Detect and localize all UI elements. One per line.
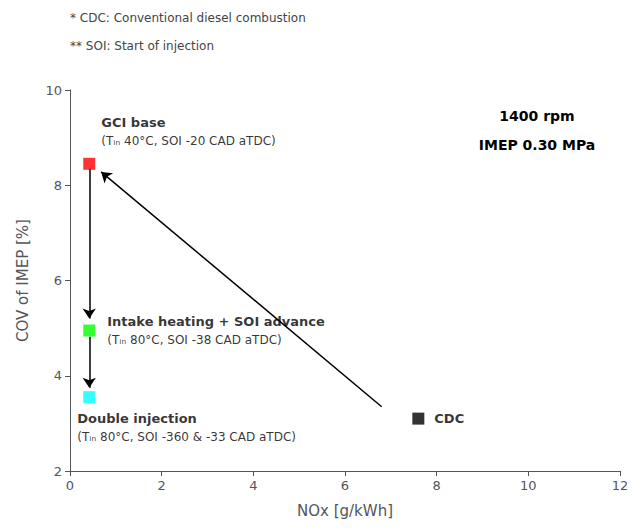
svg-text:(Tᵢₙ 40°C, SOI -20 CAD aTDC): (Tᵢₙ 40°C, SOI -20 CAD aTDC) <box>101 134 276 148</box>
svg-text:GCI base: GCI base <box>101 115 165 130</box>
svg-text:NOx [g/kWh]: NOx [g/kWh] <box>297 502 393 520</box>
svg-text:(Tᵢₙ 80°C, SOI -38 CAD aTDC): (Tᵢₙ 80°C, SOI -38 CAD aTDC) <box>107 333 282 347</box>
svg-text:4: 4 <box>249 478 257 493</box>
svg-text:10: 10 <box>520 478 537 493</box>
svg-text:* CDC: Conventional diesel com: * CDC: Conventional diesel combustion <box>70 11 306 25</box>
svg-text:IMEP 0.30 MPa: IMEP 0.30 MPa <box>479 137 596 153</box>
svg-text:12: 12 <box>612 478 629 493</box>
svg-text:8: 8 <box>433 478 441 493</box>
svg-text:2: 2 <box>54 464 62 479</box>
svg-text:10: 10 <box>45 83 62 98</box>
svg-text:Double injection: Double injection <box>77 411 197 426</box>
svg-text:8: 8 <box>54 178 62 193</box>
svg-text:Intake heating + SOI advance: Intake heating + SOI advance <box>107 314 325 329</box>
svg-text:(Tᵢₙ 80°C, SOI -360 & -33 CAD: (Tᵢₙ 80°C, SOI -360 & -33 CAD aTDC) <box>77 430 296 444</box>
svg-text:CDC: CDC <box>434 411 464 426</box>
svg-text:2: 2 <box>158 478 166 493</box>
svg-text:4: 4 <box>54 368 62 383</box>
svg-text:6: 6 <box>54 273 62 288</box>
svg-text:6: 6 <box>341 478 349 493</box>
svg-text:0: 0 <box>66 478 74 493</box>
svg-text:1400 rpm: 1400 rpm <box>499 108 574 124</box>
svg-text:** SOI: Start of injection: ** SOI: Start of injection <box>70 39 214 53</box>
svg-text:COV of IMEP [%]: COV of IMEP [%] <box>14 219 32 342</box>
